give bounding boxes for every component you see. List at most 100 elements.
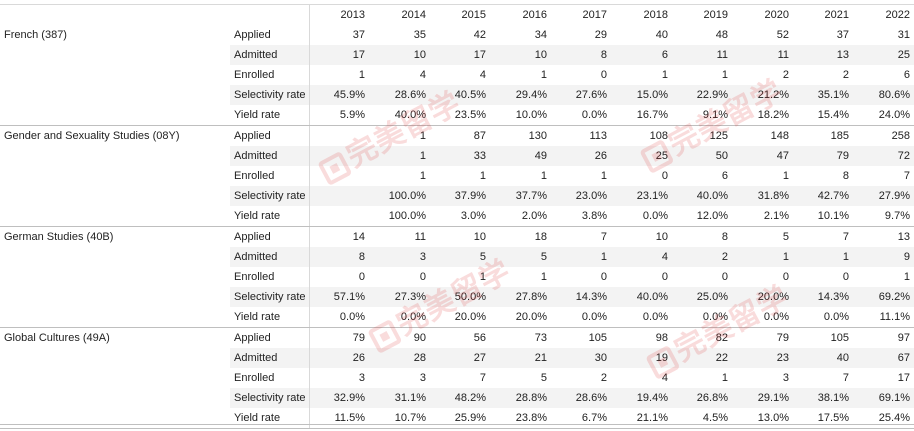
value-cell: 125 — [672, 124, 732, 146]
value-cell: 17.5% — [793, 407, 853, 429]
value-cell: 45.9% — [309, 84, 369, 105]
value-cell: 40.0% — [672, 185, 732, 206]
program-cell-empty — [0, 146, 230, 166]
value-cell: 98 — [611, 326, 672, 348]
value-cell: 0 — [782, 270, 789, 283]
value-cell: 37 — [836, 28, 849, 41]
year-header: 2022 — [885, 8, 910, 21]
value-cell: 28.6% — [369, 84, 430, 105]
program-cell-empty — [0, 287, 230, 307]
value-cell: 25.9% — [430, 407, 490, 429]
metric-label: Selectivity rate — [230, 286, 310, 307]
metric-label: Applied — [230, 124, 310, 146]
value-cell: 3 — [369, 246, 430, 267]
year-header: 2019 — [703, 8, 728, 21]
value-cell — [309, 185, 369, 206]
value-cell: 2 — [842, 68, 849, 81]
value-cell: 22.9% — [672, 84, 732, 105]
value-cell: 23.5% — [430, 104, 490, 126]
value-cell: 25 — [611, 145, 672, 166]
metric-label: Applied — [230, 24, 310, 45]
value-cell: 0.0% — [611, 306, 672, 328]
value-cell: 31.1% — [369, 387, 430, 408]
value-cell: 79 — [732, 326, 793, 348]
value-cell: 11 — [732, 44, 793, 65]
value-cell: 1 — [903, 270, 910, 283]
value-cell: 6 — [903, 68, 910, 81]
value-cell: 72 — [853, 145, 914, 166]
table-row: Gender and Sexuality Studies (08Y) Applie… — [0, 124, 914, 146]
table-row: French (387) Applied 37 35 42 34 29 40 48 52 37 31 — [0, 24, 914, 45]
program-cell-empty — [0, 205, 230, 227]
metric-label: Admitted — [230, 145, 310, 166]
value-cell: 10.0% — [490, 104, 551, 126]
value-cell: 13 — [853, 225, 914, 247]
value-cell: 0 — [661, 169, 668, 182]
value-cell — [309, 205, 369, 227]
value-cell: 7 — [479, 371, 486, 384]
value-cell: 19 — [611, 347, 672, 368]
program-cell-empty — [0, 247, 230, 267]
value-cell: 0 — [842, 270, 849, 283]
metric-label: Admitted — [230, 347, 310, 368]
value-cell: 5 — [732, 225, 793, 247]
table-row: Global Cultures (49A) Applied 79 90 56 73 105 9… — [0, 326, 914, 348]
value-cell: 0 — [721, 270, 728, 283]
value-cell: 0 — [600, 68, 607, 81]
value-cell: 1 — [721, 68, 728, 81]
value-cell: 4.5% — [672, 407, 732, 429]
table-row: Enrolled 0 0 1 1 0 0 0 0 0 1 — [0, 266, 914, 287]
program-cell-empty — [0, 104, 230, 126]
value-cell: 40 — [793, 347, 853, 368]
value-cell: 105 — [793, 326, 853, 348]
value-cell: 8 — [842, 169, 849, 182]
value-cell: 26 — [551, 145, 611, 166]
value-cell: 3.0% — [430, 205, 490, 227]
value-cell: 50.0% — [430, 286, 490, 307]
value-cell: 3.8% — [551, 205, 611, 227]
value-cell: 48.2% — [430, 387, 490, 408]
value-cell: 69.1% — [853, 387, 914, 408]
table-header: 2013 2014 2015 2016 2017 2018 2019 2020 … — [0, 0, 914, 25]
value-cell: 32.9% — [309, 387, 369, 408]
value-cell: 28 — [369, 347, 430, 368]
value-cell — [309, 124, 369, 146]
value-cell: 3 — [358, 371, 365, 384]
value-cell: 1 — [540, 68, 547, 81]
value-cell: 1 — [732, 246, 793, 267]
table-row: Enrolled 3 3 7 5 2 4 1 3 7 17 — [0, 367, 914, 388]
value-cell: 0.0% — [672, 306, 732, 328]
value-cell: 10 — [430, 225, 490, 247]
bottom-strip — [0, 424, 914, 431]
value-cell — [309, 145, 369, 166]
value-cell: 90 — [369, 326, 430, 348]
value-cell: 21.1% — [611, 407, 672, 429]
program-name: Global Cultures (49A) — [0, 326, 230, 348]
value-cell: 37 — [352, 28, 365, 41]
value-cell: 6 — [721, 169, 728, 182]
metric-label: Selectivity rate — [230, 185, 310, 206]
metric-label: Yield rate — [230, 306, 310, 328]
metric-label: Applied — [230, 326, 310, 348]
value-cell — [309, 166, 369, 186]
value-cell: 73 — [490, 326, 551, 348]
value-cell: 1 — [540, 169, 547, 182]
value-cell: 37.7% — [490, 185, 551, 206]
table-row: Enrolled 1 1 1 1 0 6 1 8 7 — [0, 165, 914, 186]
value-cell: 25 — [853, 44, 914, 65]
program-cell-empty — [0, 85, 230, 105]
value-cell: 10 — [490, 44, 551, 65]
value-cell: 14 — [309, 225, 369, 247]
value-cell: 27.9% — [853, 185, 914, 206]
value-cell: 14.3% — [551, 286, 611, 307]
value-cell: 1 — [358, 68, 365, 81]
metric-label: Admitted — [230, 246, 310, 267]
value-cell: 148 — [732, 124, 793, 146]
value-cell: 9 — [853, 246, 914, 267]
value-cell: 29.1% — [732, 387, 793, 408]
value-cell: 0.0% — [793, 306, 853, 328]
value-cell: 11.1% — [853, 306, 914, 328]
value-cell: 2.1% — [732, 205, 793, 227]
value-cell: 56 — [430, 326, 490, 348]
table-row: German Studies (40B) Applied 14 11 10 18 7 10 8 5… — [0, 225, 914, 247]
